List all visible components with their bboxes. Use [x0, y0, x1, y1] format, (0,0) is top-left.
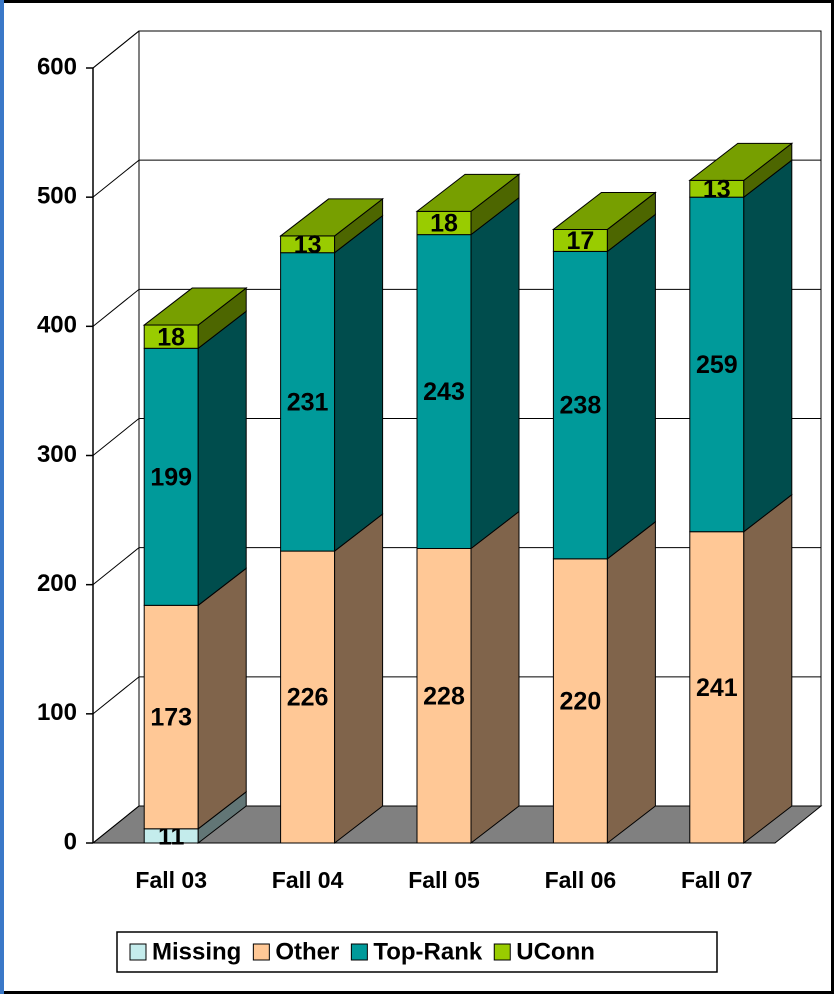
y-tick-label: 600: [37, 53, 77, 80]
legend-box: [116, 931, 718, 973]
data-label: 220: [560, 688, 602, 716]
data-label: 226: [287, 684, 329, 712]
bar-side: [197, 310, 247, 607]
bar-side: [334, 513, 384, 845]
edge-strip: [0, 0, 4, 994]
data-label: 173: [150, 704, 192, 732]
x-tick-label: Fall 03: [135, 867, 207, 893]
bar-side: [743, 493, 793, 845]
grid-line-side: [92, 418, 140, 456]
data-label: 228: [423, 682, 465, 710]
legend-label: UConn: [516, 938, 595, 965]
grid-line-side: [92, 547, 140, 586]
data-label: 13: [703, 175, 731, 203]
data-label: 238: [560, 392, 602, 420]
bar-side: [197, 567, 247, 830]
legend-label: Missing: [152, 938, 241, 965]
grid-line-side: [92, 159, 140, 198]
data-label: 231: [287, 389, 329, 417]
bar-side: [743, 159, 793, 533]
y-tick-label: 100: [37, 699, 77, 726]
bar-segment: [552, 558, 608, 844]
legend-swatch: [252, 943, 270, 961]
legend-swatch: [350, 943, 368, 961]
bar-segment: [689, 531, 745, 844]
bar-top: [551, 191, 657, 230]
x-tick-label: Fall 05: [408, 867, 480, 893]
bar-top: [142, 287, 248, 326]
legend-swatch: [493, 943, 511, 961]
x-tick-label: Fall 06: [545, 867, 617, 893]
legend-swatch: [129, 943, 147, 961]
data-label: 18: [157, 323, 185, 351]
bar-segment: [143, 604, 199, 830]
data-label: 259: [696, 351, 738, 379]
y-tick-label: 200: [37, 570, 77, 597]
data-label: 241: [696, 674, 738, 702]
y-tick-label: 500: [37, 183, 77, 210]
bar-top: [688, 142, 794, 181]
bar-side: [470, 196, 520, 550]
bar-segment: [280, 252, 336, 552]
y-tick-label: 400: [37, 312, 77, 339]
y-tick-label: 300: [37, 441, 77, 468]
bar-segment: [416, 234, 472, 549]
grid-line-side: [92, 676, 140, 715]
data-label: 18: [430, 210, 458, 238]
bar-segment: [552, 250, 608, 560]
bar-top: [279, 198, 385, 237]
x-tick-label: Fall 07: [681, 867, 753, 893]
bar-segment: [416, 548, 472, 844]
bar-top: [415, 173, 521, 212]
bar-side: [470, 510, 520, 845]
grid-line-side: [92, 30, 140, 69]
data-label: 243: [423, 378, 465, 406]
data-label: 199: [150, 463, 192, 491]
legend: Missing Other Top-Rank UConn: [129, 938, 595, 965]
bar-side: [334, 214, 384, 553]
x-tick-label: Fall 04: [272, 867, 344, 893]
bar-side: [606, 520, 656, 845]
legend-label: Other: [275, 938, 339, 965]
legend-label: Top-Rank: [373, 938, 483, 965]
bar-segment: [689, 196, 745, 533]
data-label: 17: [566, 227, 594, 255]
grid-line-side: [92, 288, 140, 327]
y-tick-label: 0: [64, 828, 77, 855]
bar-segment: [143, 347, 199, 606]
data-label: 13: [294, 231, 322, 259]
grid-line-side: [92, 805, 140, 844]
bar-side: [606, 213, 656, 560]
